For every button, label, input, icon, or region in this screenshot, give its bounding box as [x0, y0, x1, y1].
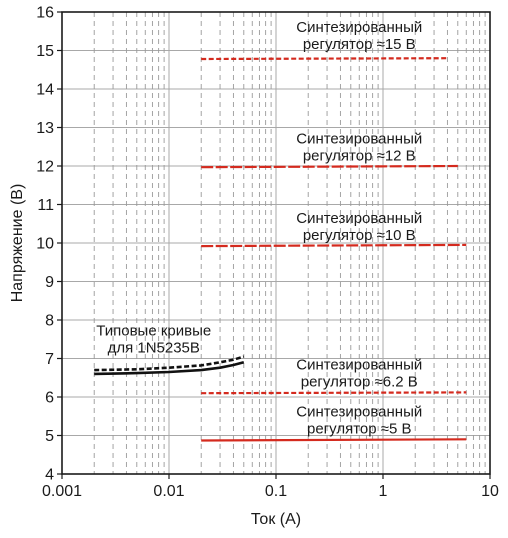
annotation-line: регулятор ≈5 В: [307, 420, 412, 437]
y-tick-label: 9: [45, 274, 54, 291]
annotation-line: Синтезированный: [296, 210, 422, 227]
series-line-5: [201, 243, 467, 248]
x-tick-label: 0.01: [153, 483, 184, 500]
series-line-7: [201, 438, 467, 442]
annotation-line: Синтезированный: [296, 131, 422, 148]
annotation-line: регулятор ≈6.2 В: [301, 373, 418, 390]
y-tick-label: 10: [36, 236, 54, 253]
y-tick-label: 5: [45, 428, 54, 445]
y-tick-label: 12: [36, 159, 54, 176]
y-tick-label: 7: [45, 351, 54, 368]
x-tick-label: 10: [481, 483, 499, 500]
series-line-6: [201, 391, 467, 395]
x-tick-label: 1: [379, 483, 388, 500]
y-axis-label: Напряжение (B): [9, 184, 26, 303]
annotation-line: Синтезированный: [296, 19, 422, 36]
annotation-line: Синтезированный: [296, 356, 422, 373]
series-line-3: [201, 57, 448, 61]
annotation-line: Синтезированный: [296, 403, 422, 420]
annotation-line: регулятор ≈15 В: [303, 36, 416, 53]
x-axis-label: Ток (A): [251, 511, 301, 528]
series-line-1: [94, 361, 245, 376]
series-line-4: [201, 164, 458, 169]
annotation-line: регулятор ≈10 В: [303, 227, 416, 244]
y-tick-label: 11: [37, 197, 54, 214]
x-tick-label: 0.1: [265, 483, 287, 500]
y-tick-label: 4: [45, 467, 54, 484]
series-line-2: [94, 355, 245, 372]
y-tick-label: 14: [36, 82, 54, 99]
plot-series: [94, 57, 467, 442]
x-tick-label: 0.001: [42, 483, 82, 500]
tick-labels: 4 5 6 7 8 9 10 11 12 13 14 15 16 0.001 0.01 0.1 1 10: [36, 5, 499, 501]
annotation-line: Типовые кривые: [96, 322, 211, 339]
annotation-line: регулятор ≈12 В: [303, 148, 416, 165]
y-tick-label: 13: [36, 120, 54, 137]
annotation-line: для 1N5235B: [108, 339, 200, 356]
y-tick-label: 16: [36, 5, 54, 22]
y-tick-label: 8: [45, 313, 54, 330]
y-tick-label: 6: [45, 390, 54, 407]
y-tick-label: 15: [36, 43, 54, 60]
grid: [62, 12, 490, 474]
